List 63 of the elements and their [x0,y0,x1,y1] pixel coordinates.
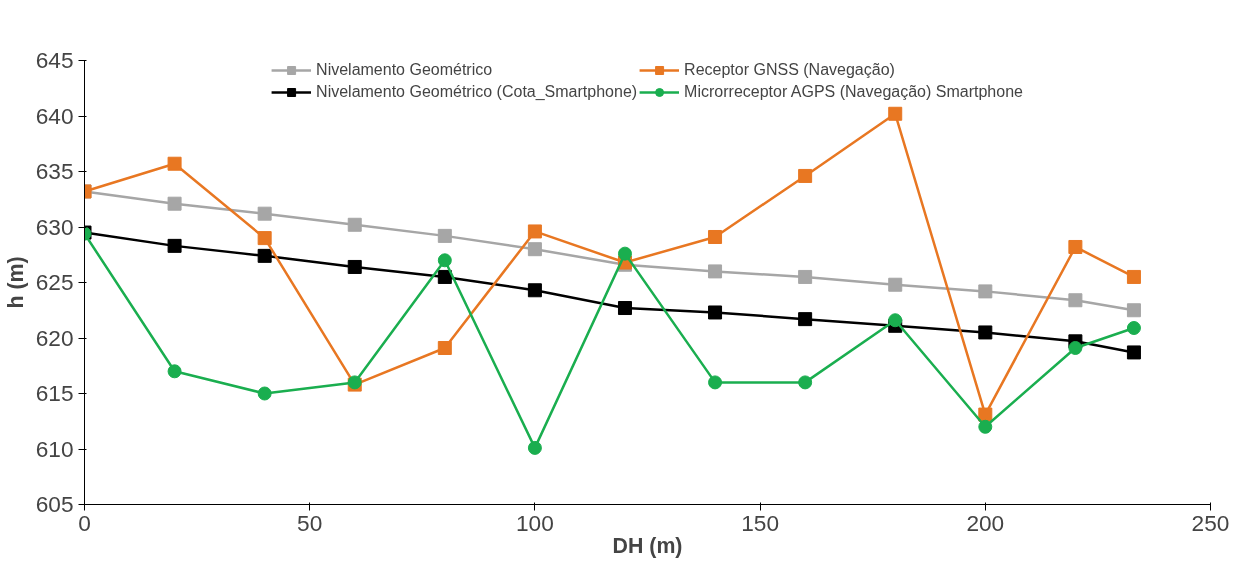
legend-label: Nivelamento Geométrico (Cota_Smartphone) [316,83,638,101]
x-tick-label: 250 [1191,509,1230,536]
x-tick-label: 100 [516,509,554,536]
y-tick-label: 645 [35,47,74,73]
point [798,312,813,327]
y-tick-label: 605 [35,491,74,517]
point [978,419,993,434]
point [527,224,542,239]
legend-label: Microrreceptor AGPS (Navegação) Smartphone [684,83,1023,101]
point [527,242,542,257]
point [617,246,632,261]
point [347,259,362,274]
point [257,386,272,401]
x-axis-title: DH (m) [612,533,683,558]
point [527,283,542,298]
y-tick-label: 640 [35,102,74,129]
point [257,206,272,221]
point [1068,293,1083,308]
point [437,253,452,268]
point [798,269,813,284]
point [437,228,452,243]
point [798,168,813,183]
legend-label: Receptor GNSS (Navegação) [684,61,896,79]
point [167,238,182,253]
point [978,325,993,340]
y-tick-label: 615 [35,380,74,406]
point [708,375,723,390]
point [167,156,182,171]
point [1126,269,1141,284]
point [798,375,813,390]
y-tick-label: 635 [35,158,74,184]
point [888,106,903,121]
point [978,407,993,422]
point [888,277,903,292]
point [347,217,362,232]
point [1126,321,1141,335]
point [708,305,723,320]
y-tick-label: 620 [35,324,74,351]
point [1068,239,1083,254]
point [708,229,723,244]
point [167,196,182,211]
point [617,301,632,316]
x-tick-label: 200 [966,509,1005,536]
point [527,440,542,455]
point [1126,345,1141,360]
x-tick-label: 0 [78,509,91,536]
point [437,340,452,355]
point [257,231,272,246]
y-tick-label: 625 [35,269,74,295]
point [437,269,452,284]
point [1068,341,1083,355]
point [888,313,903,328]
point [167,364,182,379]
y-tick-label: 630 [35,213,74,240]
x-tick-label: 150 [741,509,780,536]
y-axis-title: h (m) [3,256,28,309]
x-tick-label: 50 [297,509,323,536]
point [708,264,723,279]
y-tick-label: 610 [35,435,74,462]
point [978,284,993,299]
point [1126,303,1141,318]
legend-label: Nivelamento Geométrico [316,61,494,79]
point [257,248,272,263]
